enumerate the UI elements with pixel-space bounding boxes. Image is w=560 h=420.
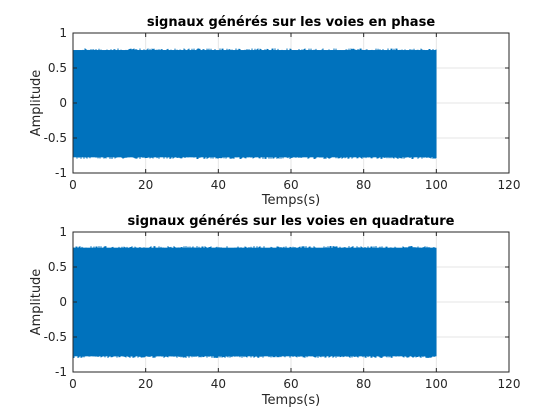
subplot-phase: signaux générés sur les voies en phase 0… (29, 15, 520, 208)
x-tick-label: 40 (211, 178, 226, 192)
y-tick-label: 0 (59, 96, 67, 110)
tick-labels: 0 20 40 60 80 100 120 1 0.5 0 -0.5 -1 (44, 225, 521, 391)
x-axis-label: Temps(s) (261, 393, 320, 408)
x-tick-label: 0 (69, 178, 77, 192)
subplot-quadrature: signaux générés sur les voies en quadrat… (29, 214, 520, 408)
y-tick-label: 1 (59, 225, 67, 239)
signal-line (72, 48, 437, 159)
y-tick-label: -0.5 (44, 330, 67, 344)
x-tick-label: 0 (69, 377, 77, 391)
x-tick-label: 20 (138, 377, 153, 391)
y-tick-label: -1 (55, 365, 67, 379)
x-tick-label: 120 (498, 178, 521, 192)
y-axis-label: Amplitude (29, 70, 44, 137)
signal-line (72, 246, 437, 358)
x-tick-label: 120 (498, 377, 521, 391)
signal-layer (72, 48, 437, 159)
y-tick-label: 1 (59, 26, 67, 40)
x-tick-label: 100 (425, 178, 448, 192)
x-tick-label: 80 (356, 178, 371, 192)
x-tick-label: 40 (211, 377, 226, 391)
signal-layer (72, 246, 437, 358)
x-tick-label: 100 (425, 377, 448, 391)
y-tick-label: 0.5 (48, 61, 67, 75)
x-axis-label: Temps(s) (261, 193, 320, 208)
y-tick-label: 0 (59, 295, 67, 309)
y-tick-label: 0.5 (48, 260, 67, 274)
chart-title: signaux générés sur les voies en quadrat… (128, 214, 455, 229)
x-tick-label: 60 (283, 377, 298, 391)
x-tick-label: 20 (138, 178, 153, 192)
y-tick-label: -1 (55, 166, 67, 180)
x-tick-label: 80 (356, 377, 371, 391)
x-tick-label: 60 (283, 178, 298, 192)
tick-labels: 0 20 40 60 80 100 120 1 0.5 0 -0.5 -1 (44, 26, 521, 192)
y-tick-label: -0.5 (44, 131, 67, 145)
chart-title: signaux générés sur les voies en phase (147, 15, 435, 30)
y-axis-label: Amplitude (29, 269, 44, 336)
